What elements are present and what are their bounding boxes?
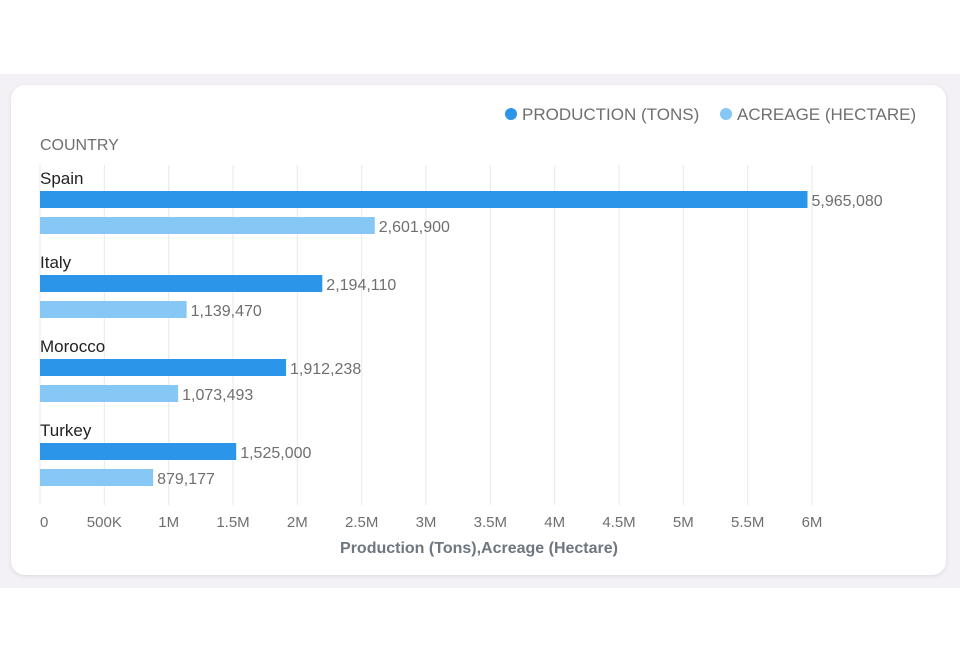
bar-production[interactable] xyxy=(40,359,287,376)
x-tick-label: 500K xyxy=(87,514,122,531)
bar-value-label: 879,177 xyxy=(157,471,215,488)
bar-value-label: 2,194,110 xyxy=(326,277,396,294)
bar-production[interactable] xyxy=(40,443,237,460)
x-tick-label: 1.5M xyxy=(216,514,249,531)
bar-value-label: 2,601,900 xyxy=(379,219,450,236)
legend-marker-acreage xyxy=(720,108,732,120)
x-tick-label: 3M xyxy=(416,514,437,531)
x-axis-title: Production (Tons),Acreage (Hectare) xyxy=(340,540,618,557)
x-tick-label: 6M xyxy=(802,514,823,531)
x-tick-labels: 0 500K 1M 1.5M 2M 2.5M 3M 3.5M 4M 4.5M 5M 5.5M 6M xyxy=(40,514,822,531)
bar-production[interactable] xyxy=(40,275,323,292)
category-label: Turkey xyxy=(40,421,92,440)
category-label: Italy xyxy=(40,253,72,272)
bars: Spain 5,965,080 2,601,900 Italy 2,194,110 1,1… xyxy=(40,169,883,488)
x-tick-label: 2M xyxy=(287,514,308,531)
category-label: Morocco xyxy=(40,337,105,356)
x-tick-label: 4M xyxy=(544,514,565,531)
bar-acreage[interactable] xyxy=(40,385,179,402)
bar-acreage[interactable] xyxy=(40,301,187,318)
legend-label-acreage[interactable]: ACREAGE (HECTARE) xyxy=(737,105,916,124)
x-tick-label: 5M xyxy=(673,514,694,531)
x-tick-label: 3.5M xyxy=(474,514,507,531)
x-tick-label: 1M xyxy=(158,514,179,531)
bar-value-label: 1,139,470 xyxy=(191,303,262,320)
x-tick-label: 4.5M xyxy=(602,514,635,531)
x-tick-label: 0 xyxy=(40,514,48,531)
category-axis-label: COUNTRY xyxy=(40,137,119,154)
bar-production[interactable] xyxy=(40,191,808,208)
bar-acreage[interactable] xyxy=(40,217,375,234)
bar-value-label: 1,912,238 xyxy=(290,361,361,378)
legend: PRODUCTION (TONS) ACREAGE (HECTARE) xyxy=(505,105,916,124)
legend-marker-production xyxy=(505,108,517,120)
bar-value-label: 1,073,493 xyxy=(182,387,253,404)
bar-value-label: 5,965,080 xyxy=(812,193,883,210)
x-tick-label: 5.5M xyxy=(731,514,764,531)
chart-card xyxy=(11,85,946,575)
category-label: Spain xyxy=(40,169,83,188)
legend-label-production[interactable]: PRODUCTION (TONS) xyxy=(522,105,699,124)
bar-acreage[interactable] xyxy=(40,469,154,486)
bar-value-label: 1,525,000 xyxy=(240,445,311,462)
x-tick-label: 2.5M xyxy=(345,514,378,531)
